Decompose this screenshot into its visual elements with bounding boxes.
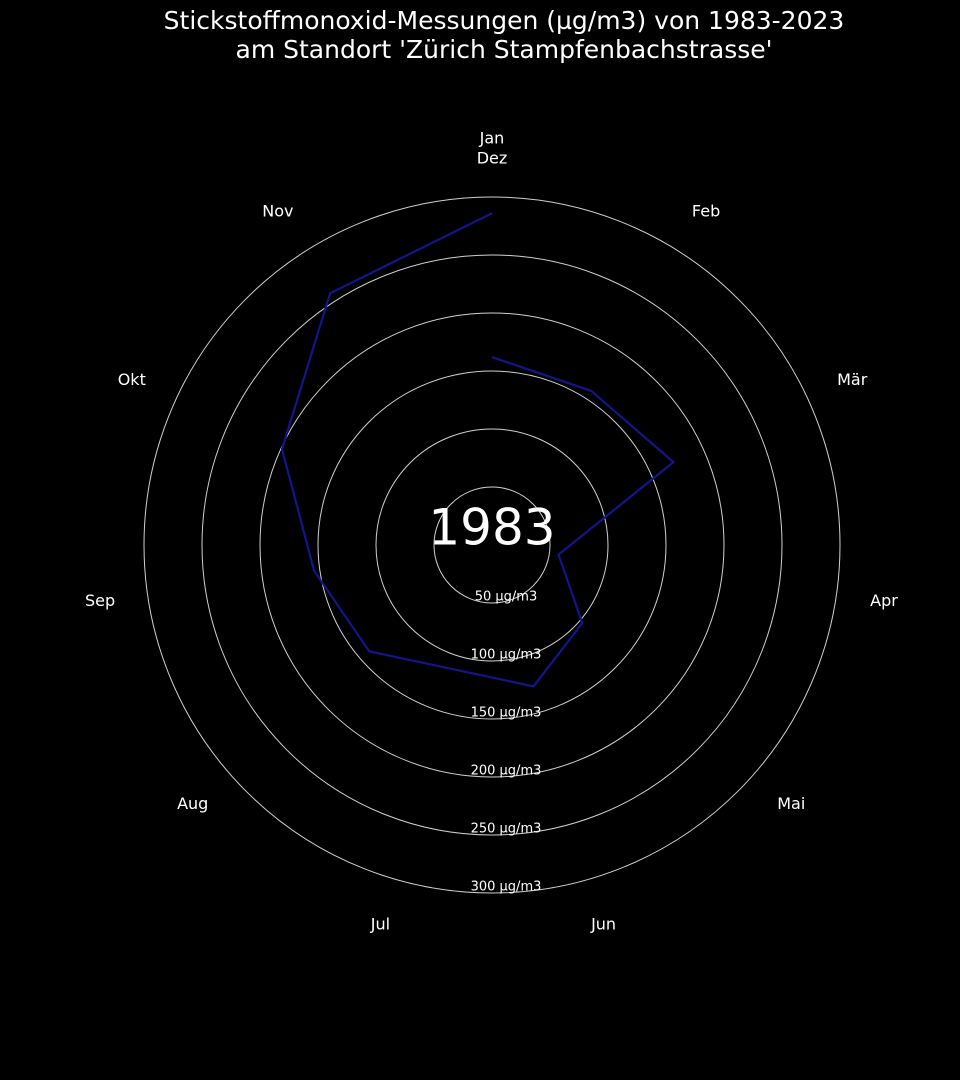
year-label: 1983 [428,499,555,557]
month-label: Dez [477,149,508,168]
month-label: Mär [837,370,868,389]
r-tick-label: 250 µg/m3 [471,822,542,837]
month-label: Sep [85,591,115,610]
month-label: Mai [777,794,805,813]
chart-title: Stickstoffmonoxid-Messungen (µg/m3) von … [163,6,845,64]
month-label: Aug [177,794,208,813]
month-label: Jul [370,914,390,933]
month-label: Feb [692,201,720,220]
month-label: Okt [118,370,146,389]
grid-ring [433,486,551,604]
r-tick-label: 200 µg/m3 [471,764,542,779]
grid-ring [143,196,841,894]
month-label: Nov [262,201,293,220]
r-tick-label: 100 µg/m3 [471,648,542,663]
r-tick-label: 150 µg/m3 [471,706,542,721]
month-label: Apr [870,591,898,610]
r-tick-label: 50 µg/m3 [475,590,538,605]
month-label: Jun [590,914,616,933]
grid-ring [201,254,783,836]
series-line [280,212,676,688]
month-label: Jan [479,129,505,148]
grid-ring [317,370,667,720]
grid-ring [259,312,725,778]
grid-ring [375,428,609,662]
r-tick-label: 300 µg/m3 [471,880,542,895]
